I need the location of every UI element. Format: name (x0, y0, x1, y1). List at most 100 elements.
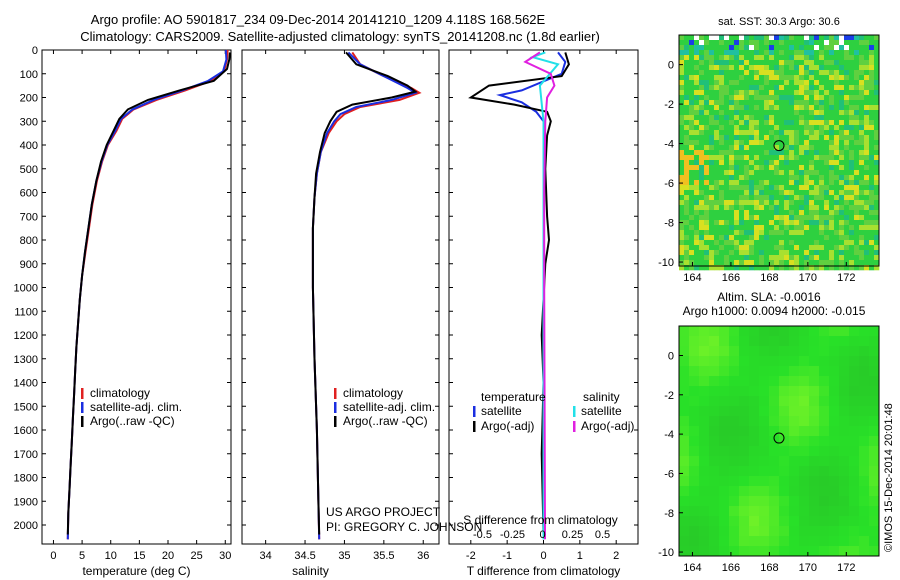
s-tick-label: -0.5 (473, 529, 492, 541)
y-tick-label: 900 (20, 259, 38, 271)
y-tick-label: 2000 (14, 520, 38, 532)
y-tick-label: 1600 (14, 425, 38, 437)
x-tick-label: 170 (799, 562, 817, 574)
legend-swatch (334, 402, 337, 413)
y-tick-label: 400 (20, 140, 38, 152)
x-tick-label: 25 (191, 550, 203, 562)
sla-map-title-2: Argo h1000: 0.0094 h2000: -0.015 (683, 304, 866, 318)
legend-label: satellite (581, 404, 622, 418)
series-argo (311, 51, 418, 535)
series-t-argo (468, 52, 570, 535)
y-tick-label: 1200 (14, 330, 38, 342)
salinity-profile-frame (241, 49, 440, 545)
difference-profile-panel: -2 -1 0 1 2 T difference from climatology temp… (448, 49, 639, 578)
project-credit: US ARGO PROJECT (326, 505, 441, 519)
x-tick-label: 2 (613, 550, 619, 562)
legend-swatch (573, 421, 576, 432)
legend-header-temperature: temperature (481, 390, 546, 404)
legend-swatch (473, 421, 476, 432)
legend-label: Argo(..raw -QC) (343, 414, 428, 428)
salinity-profile-panel: 34 34.5 35 35.5 36 salinity climatologysatelli… (241, 49, 440, 578)
y-tick-label: 1500 (14, 401, 38, 413)
x-tick-label: 20 (162, 550, 174, 562)
y-tick-label: 600 (20, 188, 38, 200)
y-tick-label: 0 (668, 350, 674, 362)
y-tick-label: 700 (20, 211, 38, 223)
x-tick-label: 30 (219, 550, 231, 562)
s-tick-label: 0 (539, 529, 545, 541)
legend-swatch (81, 388, 84, 399)
series-argo (66, 52, 231, 535)
s-tick-label: 0.5 (595, 529, 610, 541)
x-axis-label: temperature (deg C) (82, 564, 190, 578)
y-tick-label: -4 (664, 429, 674, 441)
legend-label: Argo(..raw -QC) (90, 414, 175, 428)
x-tick-label: 166 (722, 562, 740, 574)
y-tick-label: -2 (664, 99, 674, 111)
legend-swatch (334, 416, 337, 427)
sst-map-title: sat. SST: 30.3 Argo: 30.6 (718, 16, 840, 28)
sla-map-field (679, 326, 880, 557)
y-tick-label: 800 (20, 235, 38, 247)
y-tick-label: 1700 (14, 449, 38, 461)
series-t-satellite (496, 51, 567, 540)
sla-map-title-1: Altim. SLA: -0.0016 (717, 290, 821, 304)
sst-map-frame (678, 34, 880, 267)
x-tick-label: 0 (540, 550, 546, 562)
y-tick-label: 300 (20, 116, 38, 128)
x-tick-label: 35.5 (373, 550, 394, 562)
y-tick-label: -6 (664, 468, 674, 480)
series-satellite (66, 49, 228, 540)
s-tick-label: 0.25 (562, 529, 583, 541)
sla-map-panel: 164 166 168 170 172 0 -2 -4 -6 -8 -10 Altim. SLA: -… (658, 290, 880, 574)
argo-location-marker (773, 432, 785, 444)
legend-label: satellite-adj. clim. (343, 400, 435, 414)
x-tick-label: 0 (50, 550, 56, 562)
legend-swatch (473, 406, 476, 417)
pi-credit: PI: GREGORY C. JOHNSON (326, 520, 482, 534)
x-tick-label: 34.5 (294, 550, 315, 562)
x-tick-label: -2 (466, 550, 476, 562)
legend-swatch (81, 402, 84, 413)
y-tick-label: -10 (658, 257, 674, 269)
argo-location-marker (773, 140, 785, 152)
y-tick-label: -8 (664, 508, 674, 520)
y-tick-label: 1100 (14, 306, 38, 318)
legend-label: climatology (90, 386, 150, 400)
x-tick-label: 164 (683, 272, 701, 284)
temperature-profile-frame (41, 49, 232, 545)
x-axis-label: T difference from climatology (467, 564, 621, 578)
legend-label: satellite (481, 404, 522, 418)
y-tick-label: 1900 (14, 496, 38, 508)
legend-label: satellite-adj. clim. (90, 400, 182, 414)
legend-label: climatology (343, 386, 403, 400)
y-tick-label: 1300 (14, 354, 38, 366)
legend-swatch (573, 406, 576, 417)
legend-label: Argo(-adj) (581, 419, 634, 433)
x-tick-label: 34 (260, 550, 272, 562)
x-tick-label: 35 (338, 550, 350, 562)
x-tick-label: -1 (502, 550, 512, 562)
s-axis-label: S difference from climatology (463, 513, 618, 527)
y-tick-label: -4 (664, 139, 674, 151)
series-climatology (66, 49, 229, 540)
x-tick-label: 10 (105, 550, 117, 562)
series-s-argo (523, 51, 556, 540)
y-tick-label: 1400 (14, 378, 38, 390)
x-tick-label: 172 (837, 272, 855, 284)
x-tick-label: 15 (133, 550, 145, 562)
sst-map-field (679, 35, 880, 271)
title-line-1: Argo profile: AO 5901817_234 09-Dec-2014… (90, 12, 546, 27)
x-tick-label: 170 (799, 272, 817, 284)
temperature-profile-panel: 0100200300400500600700800900100011001200… (14, 45, 232, 578)
legend-header-salinity: salinity (583, 390, 620, 404)
x-tick-label: 1 (577, 550, 583, 562)
legend-label: Argo(-adj) (481, 419, 534, 433)
y-tick-label: 0 (32, 45, 38, 57)
y-tick-label: -8 (664, 218, 674, 230)
title-line-2: Climatology: CARS2009. Satellite-adjuste… (80, 29, 600, 44)
s-tick-label: -0.25 (500, 529, 525, 541)
sst-map-panel: 164 166 168 170 172 0 -2 -4 -6 -8 -10 sat. SST: 30.… (658, 16, 880, 284)
y-tick-label: 200 (20, 93, 38, 105)
